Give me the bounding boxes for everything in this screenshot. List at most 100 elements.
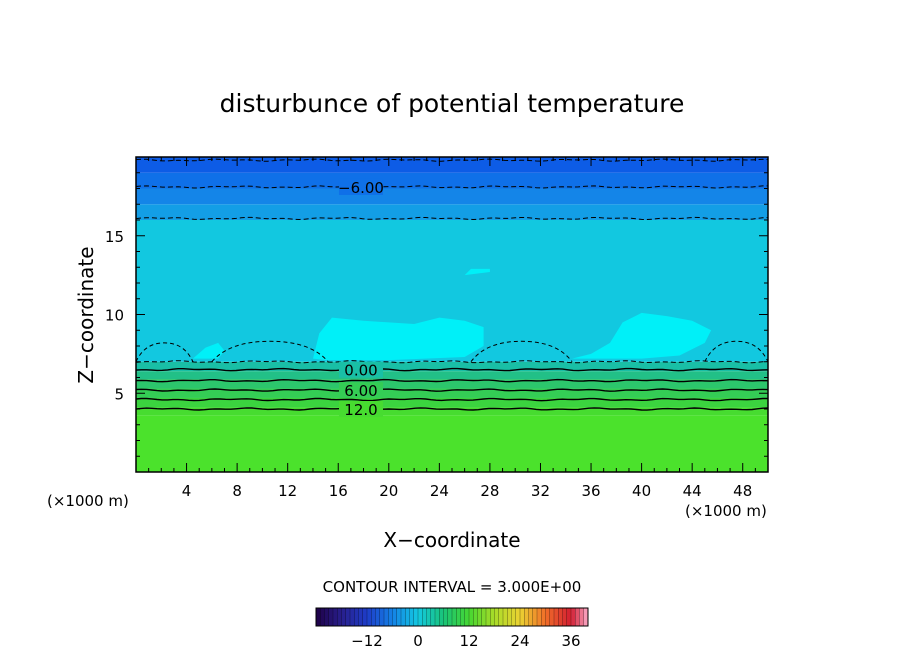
contour-lobe-2 (470, 340, 573, 363)
field-layer-5 (136, 371, 768, 380)
field-layer-8 (136, 204, 768, 220)
y-axis-label: Z−coordinate (74, 246, 98, 383)
colorbar-cell-56 (553, 607, 559, 627)
x-tick-label-40: 40 (632, 482, 651, 500)
colorbar-cell-8 (349, 607, 355, 627)
colorbar-cell-11 (362, 607, 368, 627)
colorbar-cell-19 (396, 607, 402, 627)
colorbar-label-1: 0 (413, 632, 423, 650)
contour-label-0: 12.0 (344, 401, 377, 419)
colorbar-cell-22 (409, 607, 415, 627)
field-layer-2 (136, 397, 768, 408)
colorbar-cell-30 (443, 607, 449, 627)
colorbar-label-0: −12 (351, 632, 383, 650)
x-tick-labels: 4 8 12 16 20 24 28 32 36 40 44 48 (182, 482, 752, 500)
contour-line-5 (135, 360, 769, 364)
colorbar-cell-48 (519, 607, 525, 627)
colorbar-cell-34 (460, 607, 466, 627)
colorbar-cell-5 (337, 607, 342, 627)
colorbar-cell-24 (417, 607, 423, 627)
field-layer-10 (136, 172, 768, 189)
colorbar-label-2: 12 (459, 632, 478, 650)
x-tick-label-36: 36 (581, 482, 600, 500)
y-tick-label-10: 10 (105, 307, 124, 325)
colorbar-cell-35 (464, 607, 470, 627)
colorbar-cell-0 (315, 607, 321, 627)
colorbar-cell-3 (328, 607, 334, 627)
colorbar-cell-31 (447, 607, 453, 627)
x-tick-label-8: 8 (232, 482, 242, 500)
colorbar-cell-36 (468, 607, 474, 627)
contour-label-bg-2 (338, 382, 383, 399)
colorbar-cell-28 (434, 607, 440, 627)
colorbar-cell-38 (477, 607, 483, 627)
colorbar-cell-50 (528, 607, 534, 627)
colorbar-cell-47 (515, 607, 521, 627)
x-unit-right: (×1000 m) (685, 502, 767, 520)
contour-label-bg-7 (338, 178, 383, 195)
contour-line-6 (135, 216, 769, 221)
colorbar-cell-13 (371, 607, 376, 627)
colorbar-cell-16 (383, 607, 389, 627)
colorbar-cell-1 (320, 607, 325, 627)
colorbar-cell-49 (524, 607, 529, 627)
contour-line-1 (135, 397, 768, 402)
colorbar-label-4: 36 (561, 632, 580, 650)
x-tick-label-32: 32 (531, 482, 550, 500)
contour-label-bg-0 (338, 401, 383, 417)
colorbar-cell-23 (413, 607, 419, 627)
y-tick-label-15: 15 (105, 228, 124, 246)
contour-interval-text: CONTOUR INTERVAL = 3.000E+00 (323, 578, 582, 596)
colorbar-cell-15 (379, 607, 385, 627)
x-tick-label-24: 24 (430, 482, 449, 500)
colorbar-cell-17 (388, 607, 393, 627)
contour-line-3 (135, 378, 769, 383)
colorbar-cell-60 (570, 607, 576, 627)
x-tick-label-44: 44 (683, 482, 702, 500)
colorbar-cell-57 (558, 607, 563, 627)
colorbar-cell-7 (345, 607, 351, 627)
x-tick-label-48: 48 (733, 482, 752, 500)
contour-label-bg-4 (338, 361, 383, 378)
colorbar-cell-44 (502, 607, 508, 627)
colorbar-cell-18 (392, 607, 398, 627)
colorbar-cell-61 (575, 607, 580, 627)
field-patch-0 (312, 317, 484, 361)
contour-line-7 (135, 185, 768, 189)
colorbar-cell-27 (430, 607, 436, 627)
colorbar-cell-43 (498, 607, 504, 627)
contour-label-4: 0.00 (344, 362, 377, 380)
colorbar-cell-29 (439, 607, 444, 627)
field-layer-4 (136, 379, 768, 389)
x-tick-label-12: 12 (278, 482, 297, 500)
contour-label-7: −6.00 (338, 179, 384, 197)
field-patch-3 (464, 268, 490, 276)
contour-lobe-0 (135, 342, 194, 362)
field-layer-3 (136, 388, 768, 398)
y-tick-label-5: 5 (114, 385, 124, 403)
field-layer-9 (136, 188, 768, 205)
plot-area: 12.06.00 0.00 −6.00 (135, 156, 769, 473)
colorbar-cell-58 (562, 607, 568, 627)
colorbar-cell-45 (507, 607, 512, 627)
colorbar-cell-21 (405, 607, 410, 627)
colorbar-cell-33 (456, 607, 461, 627)
colorbar-cell-37 (473, 607, 478, 627)
y-tick-labels: 5 10 15 (105, 228, 124, 404)
field-patch-2 (192, 342, 225, 359)
colorbar-cell-6 (341, 607, 347, 627)
colorbar-cell-2 (324, 607, 330, 627)
colorbar-cell-10 (358, 607, 364, 627)
field-patch-1 (572, 312, 712, 359)
colorbar: −12 0 12 24 36 (315, 607, 589, 650)
colorbar-cell-32 (451, 607, 457, 627)
colorbar-cell-51 (532, 607, 538, 627)
x-tick-label-28: 28 (480, 482, 499, 500)
colorbar-cell-14 (375, 607, 381, 627)
colorbar-frame (315, 607, 589, 627)
colorbar-cell-20 (400, 607, 406, 627)
field-layer-0 (136, 415, 768, 472)
colorbar-cell-62 (579, 607, 585, 627)
contour-label-2: 6.00 (344, 382, 377, 400)
